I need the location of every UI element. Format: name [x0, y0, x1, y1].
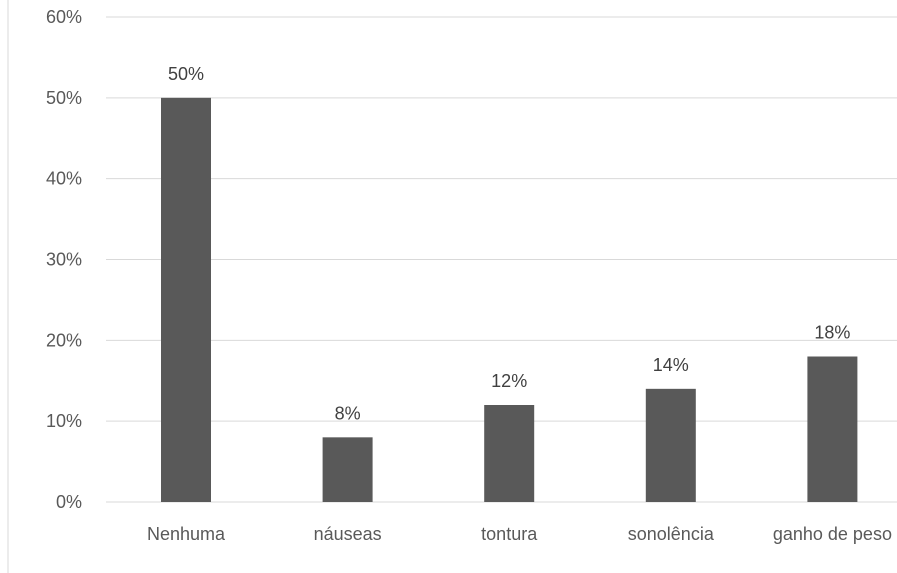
- y-tick-label: 50%: [46, 88, 82, 108]
- bar: [807, 356, 858, 502]
- x-category-label: Nenhuma: [147, 524, 226, 544]
- gridlines: [106, 16, 897, 503]
- data-labels: 50% 8% 12% 14% 18%: [168, 64, 850, 424]
- data-label: 8%: [335, 403, 361, 423]
- bar: [161, 97, 211, 502]
- x-axis-category-labels: Nenhuma náuseas tontura sonolência ganho de …: [147, 524, 892, 544]
- data-label: 14%: [653, 355, 689, 375]
- y-tick-label: 60%: [46, 7, 82, 27]
- y-tick-label: 0%: [56, 492, 82, 512]
- x-category-label: tontura: [481, 524, 538, 544]
- x-category-label: náuseas: [314, 524, 382, 544]
- data-label: 50%: [168, 64, 204, 84]
- y-tick-label: 30%: [46, 250, 82, 270]
- y-tick-label: 40%: [46, 169, 82, 189]
- y-tick-label: 10%: [46, 411, 82, 431]
- bar: [484, 405, 535, 502]
- data-label: 18%: [814, 323, 850, 343]
- x-category-label: ganho de peso: [773, 524, 892, 544]
- x-category-label: sonolência: [628, 524, 715, 544]
- y-axis-tick-labels: 0% 10% 20% 30% 40% 50% 60%: [46, 7, 82, 512]
- bar: [322, 437, 373, 502]
- bars: [161, 97, 858, 502]
- bar: [645, 388, 696, 502]
- data-label: 12%: [491, 371, 527, 391]
- y-tick-label: 20%: [46, 330, 82, 350]
